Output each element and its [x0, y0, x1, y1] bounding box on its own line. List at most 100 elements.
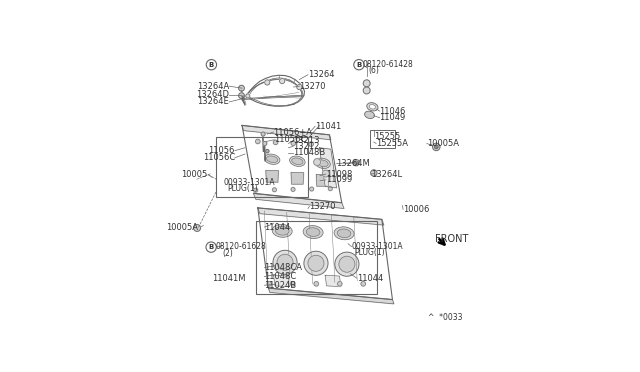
Circle shape: [263, 141, 267, 145]
Ellipse shape: [272, 224, 292, 237]
Circle shape: [310, 187, 314, 191]
Circle shape: [339, 256, 355, 272]
Text: 11048C: 11048C: [264, 272, 297, 281]
Ellipse shape: [292, 158, 303, 164]
Ellipse shape: [303, 225, 323, 238]
Circle shape: [246, 94, 250, 98]
Circle shape: [328, 187, 332, 191]
Text: 13270: 13270: [309, 202, 336, 211]
Ellipse shape: [266, 156, 278, 163]
Circle shape: [255, 139, 260, 144]
Polygon shape: [258, 208, 384, 225]
Circle shape: [433, 143, 440, 151]
Circle shape: [239, 93, 244, 99]
Circle shape: [277, 254, 293, 270]
Circle shape: [353, 160, 359, 166]
Circle shape: [364, 80, 370, 87]
Text: 00933-1301A: 00933-1301A: [351, 242, 403, 251]
Polygon shape: [316, 175, 329, 186]
Circle shape: [435, 145, 438, 149]
Text: 11024B: 11024B: [264, 281, 296, 290]
Circle shape: [267, 282, 271, 286]
Text: 11044: 11044: [264, 222, 291, 232]
Ellipse shape: [275, 227, 289, 235]
Text: 15255: 15255: [374, 132, 400, 141]
Text: PLUG(1): PLUG(1): [355, 248, 385, 257]
Text: B: B: [209, 244, 214, 250]
Polygon shape: [319, 148, 337, 188]
Text: B: B: [356, 62, 362, 68]
Ellipse shape: [367, 103, 378, 111]
Circle shape: [309, 142, 314, 147]
Circle shape: [361, 282, 365, 286]
Text: ^  *0033: ^ *0033: [428, 313, 463, 322]
Text: FRONT: FRONT: [435, 234, 468, 244]
Text: 11041M: 11041M: [212, 273, 246, 283]
Circle shape: [206, 60, 216, 70]
Text: PLUG(1): PLUG(1): [227, 184, 258, 193]
Polygon shape: [242, 125, 331, 140]
Text: 08120-61628: 08120-61628: [216, 242, 266, 251]
Ellipse shape: [317, 160, 328, 167]
Ellipse shape: [289, 156, 305, 166]
Text: 11056: 11056: [209, 146, 235, 155]
Polygon shape: [268, 288, 394, 304]
Circle shape: [308, 255, 324, 271]
Circle shape: [273, 188, 276, 192]
Circle shape: [335, 252, 359, 276]
Circle shape: [239, 85, 244, 91]
Text: (6): (6): [369, 67, 380, 76]
Circle shape: [261, 132, 265, 136]
Circle shape: [355, 161, 358, 164]
Text: 11056C: 11056C: [203, 153, 235, 162]
Text: 13264A: 13264A: [197, 82, 229, 91]
Text: 13213: 13213: [293, 136, 319, 145]
Text: 13264M: 13264M: [337, 159, 371, 168]
Circle shape: [291, 141, 296, 145]
Circle shape: [304, 251, 328, 275]
Polygon shape: [273, 275, 289, 287]
Ellipse shape: [334, 227, 354, 240]
Text: 00933-1301A: 00933-1301A: [223, 178, 275, 187]
Circle shape: [337, 282, 342, 286]
Text: 11099: 11099: [326, 175, 352, 185]
Text: 11049: 11049: [380, 113, 406, 122]
Polygon shape: [258, 208, 392, 299]
Polygon shape: [253, 193, 344, 208]
Circle shape: [265, 80, 270, 85]
Text: 13264E: 13264E: [197, 97, 229, 106]
Circle shape: [266, 150, 269, 153]
Circle shape: [280, 78, 285, 84]
Circle shape: [291, 187, 295, 192]
Text: (2): (2): [223, 248, 234, 258]
Circle shape: [314, 282, 319, 286]
Circle shape: [291, 282, 295, 286]
Ellipse shape: [307, 228, 320, 236]
Text: 10006: 10006: [403, 205, 429, 214]
Text: 11044: 11044: [356, 273, 383, 283]
Text: 10005A: 10005A: [427, 139, 459, 148]
Text: 13212: 13212: [293, 142, 319, 151]
Text: 11041: 11041: [315, 122, 341, 131]
Bar: [371, 130, 395, 148]
Text: 11098: 11098: [326, 170, 352, 179]
Bar: [216, 137, 308, 197]
Text: 10005: 10005: [181, 170, 207, 179]
Circle shape: [297, 84, 302, 90]
Circle shape: [354, 60, 364, 70]
Circle shape: [273, 140, 278, 145]
Text: 11056C: 11056C: [274, 135, 307, 144]
Ellipse shape: [369, 105, 376, 109]
Ellipse shape: [337, 229, 351, 238]
Text: 13264D: 13264D: [196, 90, 229, 99]
Text: 15255A: 15255A: [376, 139, 408, 148]
Ellipse shape: [264, 154, 280, 164]
Polygon shape: [242, 79, 302, 100]
Ellipse shape: [365, 111, 374, 119]
Polygon shape: [243, 79, 303, 99]
Text: 11048B: 11048B: [293, 148, 325, 157]
Polygon shape: [291, 173, 303, 184]
Text: 11046: 11046: [380, 107, 406, 116]
Polygon shape: [246, 75, 305, 106]
Circle shape: [194, 225, 200, 231]
